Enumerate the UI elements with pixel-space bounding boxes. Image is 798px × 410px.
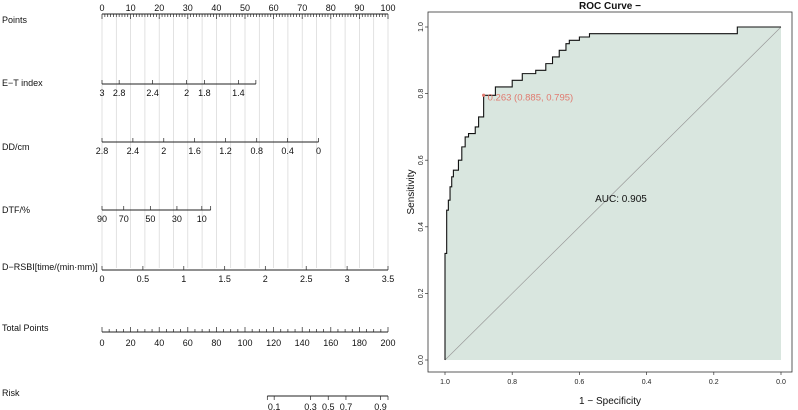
row-label-4: D−RSBI[time/(min·mm)] xyxy=(2,262,98,272)
tick-label: 0 xyxy=(99,274,104,284)
tick-label: 60 xyxy=(269,3,279,13)
tick-label: 180 xyxy=(352,338,367,348)
tick-label: 1.6 xyxy=(188,146,201,156)
tick-label: 2.8 xyxy=(96,146,109,156)
chart-title: ROC Curve − xyxy=(579,1,641,12)
tick-label: 50 xyxy=(240,3,250,13)
tick-label: 0.5 xyxy=(322,402,335,410)
tick-label: 20 xyxy=(154,3,164,13)
x-tick-label: 0.8 xyxy=(507,379,517,386)
y-tick-label: 0.8 xyxy=(418,89,425,99)
tick-label: 90 xyxy=(354,3,364,13)
tick-label: 0.8 xyxy=(250,146,263,156)
tick-label: 3 xyxy=(99,88,104,98)
tick-label: 2.5 xyxy=(300,274,313,284)
tick-label: 160 xyxy=(323,338,338,348)
y-tick-label: 0.2 xyxy=(418,288,425,298)
tick-label: 40 xyxy=(211,3,221,13)
tick-label: 10 xyxy=(126,3,136,13)
tick-label: 0 xyxy=(99,3,104,13)
diagonal-reference-line xyxy=(444,26,782,361)
tick-label: 30 xyxy=(172,214,182,224)
tick-label: 2.4 xyxy=(146,88,159,98)
tick-label: 70 xyxy=(297,3,307,13)
x-tick-label: 0.4 xyxy=(642,379,652,386)
threshold-label: 0.263 (0.885, 0.795) xyxy=(488,92,574,103)
tick-label: 0.7 xyxy=(340,402,353,410)
tick-label: 2 xyxy=(161,146,166,156)
y-tick-label: 1.0 xyxy=(418,22,425,32)
tick-label: 0 xyxy=(316,146,321,156)
tick-label: 0 xyxy=(99,338,104,348)
tick-label: 3.5 xyxy=(382,274,395,284)
tick-label: 80 xyxy=(211,338,221,348)
row-label-6: Risk xyxy=(2,388,20,398)
tick-label: 0.1 xyxy=(268,402,281,410)
tick-label: 1 xyxy=(181,274,186,284)
threshold-point xyxy=(482,93,486,97)
tick-label: 20 xyxy=(126,338,136,348)
x-tick-label: 1.0 xyxy=(440,379,450,386)
x-axis-label: 1 − Specificity xyxy=(579,396,641,407)
tick-label: 140 xyxy=(295,338,310,348)
tick-label: 2.8 xyxy=(113,88,126,98)
tick-label: 1.4 xyxy=(232,88,245,98)
y-axis-label: Sensitivity xyxy=(406,169,417,214)
row-label-1: E−T index xyxy=(2,78,43,88)
tick-label: 0.4 xyxy=(281,146,294,156)
tick-label: 0.3 xyxy=(304,402,317,410)
auc-label: AUC: 0.905 xyxy=(595,194,647,205)
tick-label: 40 xyxy=(154,338,164,348)
tick-label: 70 xyxy=(119,214,129,224)
tick-label: 10 xyxy=(197,214,207,224)
x-tick-label: 0.0 xyxy=(776,379,786,386)
plot-frame xyxy=(427,11,793,373)
tick-label: 80 xyxy=(326,3,336,13)
row-label-0: Points xyxy=(2,15,28,25)
tick-label: 1.8 xyxy=(198,88,211,98)
roc-curve-chart: ROC Curve − 1.0 0.8 0.6 0.4 0.2 0.0 0.0 0.2 0.4 0.… xyxy=(406,1,793,407)
y-tick-label: 0.4 xyxy=(418,222,425,232)
y-tick-label: 0.6 xyxy=(418,155,425,165)
tick-label: 2 xyxy=(263,274,268,284)
row-label-2: DD/cm xyxy=(2,142,30,152)
row-label-5: Total Points xyxy=(2,323,49,333)
tick-label: 100 xyxy=(237,338,252,348)
tick-label: 1.5 xyxy=(218,274,231,284)
tick-label: 1.2 xyxy=(219,146,232,156)
tick-label: 2 xyxy=(184,88,189,98)
tick-label: 100 xyxy=(380,3,395,13)
tick-label: 120 xyxy=(266,338,281,348)
tick-label: 50 xyxy=(145,214,155,224)
tick-label: 90 xyxy=(97,214,107,224)
tick-label: 60 xyxy=(183,338,193,348)
x-tick-label: 0.6 xyxy=(575,379,585,386)
x-tick-label: 0.2 xyxy=(709,379,719,386)
tick-label: 3 xyxy=(345,274,350,284)
tick-label: 2.4 xyxy=(127,146,140,156)
tick-label: 200 xyxy=(380,338,395,348)
tick-label: 30 xyxy=(183,3,193,13)
tick-label: 0.5 xyxy=(137,274,150,284)
row-label-3: DTF/% xyxy=(2,205,30,215)
y-tick-label: 0.0 xyxy=(418,355,425,365)
tick-label: 0.9 xyxy=(374,402,387,410)
